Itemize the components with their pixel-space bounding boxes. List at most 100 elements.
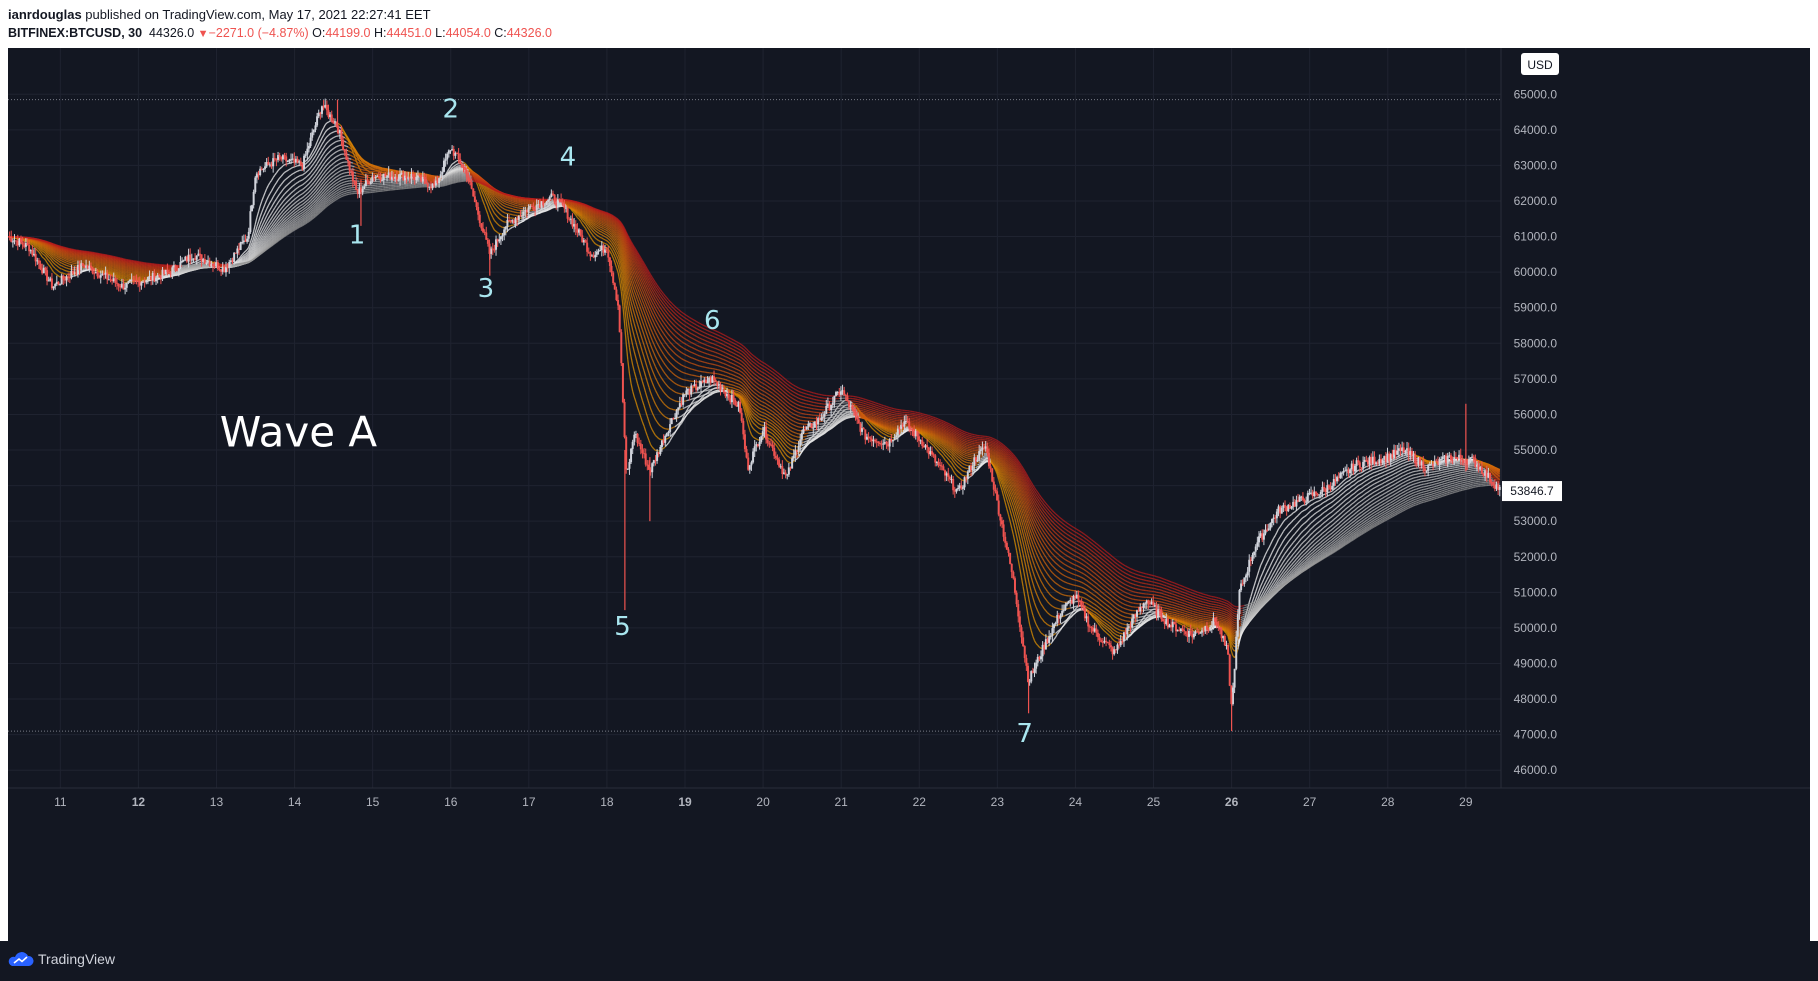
ema-ribbon-line (599, 233, 603, 236)
ema-ribbon-line (623, 292, 627, 307)
author-name[interactable]: ianrdouglas (8, 7, 82, 22)
ema-ribbon-line (998, 475, 1001, 481)
ema-ribbon-line (648, 421, 652, 427)
ema-ribbon-line (318, 134, 321, 139)
ema-ribbon-line (1147, 614, 1151, 618)
ema-ribbon-line (61, 272, 64, 274)
ema-ribbon-line (1396, 459, 1400, 462)
ema-ribbon-line (598, 235, 601, 238)
ema-ribbon-line (663, 427, 666, 430)
ema-ribbon-line (1284, 526, 1288, 530)
ema-ribbon-line (347, 137, 351, 142)
ema-ribbon-line (1256, 570, 1260, 576)
ema-ribbon-line (928, 440, 931, 444)
ema-ribbon-line (1375, 474, 1378, 476)
ema-ribbon-line (650, 444, 653, 448)
symbol-name[interactable]: BITFINEX:BTCUSD, 30 (8, 26, 142, 40)
ema-ribbon-line (275, 179, 279, 184)
price-axis-label: 48000.0 (1514, 692, 1558, 706)
ema-ribbon-line (640, 416, 644, 423)
ema-ribbon-line (63, 265, 66, 268)
ema-ribbon-line (612, 248, 616, 252)
ema-ribbon-line (1302, 516, 1305, 519)
ema-ribbon-line (121, 275, 124, 278)
ema-ribbon-line (1250, 591, 1254, 597)
ema-ribbon-line (1001, 484, 1005, 490)
ema-ribbon-line (503, 208, 507, 211)
ema-ribbon-line (1403, 459, 1406, 461)
ema-ribbon-line (295, 176, 298, 179)
ema-ribbon-line (969, 475, 972, 478)
chart-area[interactable]: 46000.0 47000.0 48000.0 49000.0 50000.0 51000… (8, 48, 1810, 941)
ema-ribbon-line (44, 255, 48, 259)
ema-ribbon-line (246, 252, 250, 256)
ema-ribbon-line (1323, 510, 1327, 513)
ema-ribbon-line (1230, 645, 1234, 650)
ema-ribbon-line (666, 417, 669, 420)
ema-ribbon-line (1300, 510, 1304, 513)
ema-ribbon-line (256, 221, 260, 227)
ema-ribbon-line (461, 161, 464, 164)
ema-ribbon-line (488, 203, 492, 208)
ema-ribbon-line (1405, 461, 1408, 463)
ema-ribbon-line (594, 237, 598, 240)
ema-ribbon-line (1364, 476, 1367, 479)
ema-ribbon-line (241, 254, 245, 258)
ema-ribbon-line (1424, 459, 1427, 462)
ema-ribbon-line (697, 402, 700, 405)
ema-ribbon-line (999, 479, 1003, 485)
ema-ribbon-line (1229, 638, 1232, 646)
ema-ribbon-line (277, 177, 281, 181)
ema-ribbon-line (297, 175, 300, 178)
ema-ribbon-line (586, 231, 590, 235)
ema-ribbon-line (300, 179, 303, 182)
ema-ribbon-line (1007, 514, 1011, 522)
ema-ribbon-line (752, 436, 756, 439)
ema-ribbon-line (1343, 479, 1346, 482)
ema-ribbon-line (328, 120, 331, 123)
ema-ribbon-line (671, 426, 674, 429)
ema-ribbon-line (955, 469, 959, 472)
ema-ribbon-line (580, 217, 583, 221)
ema-ribbon-line (495, 221, 499, 225)
ema-ribbon-line (1333, 490, 1336, 494)
ema-ribbon-line (694, 404, 697, 407)
ema-ribbon-line (508, 225, 511, 227)
ema-ribbon-line (651, 429, 655, 434)
ema-ribbon-line (996, 471, 1000, 476)
ema-ribbon-line (487, 199, 491, 205)
ema-ribbon-line (601, 231, 604, 234)
ema-ribbon-line (1271, 548, 1275, 553)
ema-ribbon-line (576, 217, 580, 220)
ema-ribbon-line (319, 137, 323, 142)
ema-ribbon-line (598, 239, 601, 242)
ema-ribbon-line (1357, 484, 1361, 487)
ema-ribbon-line (1278, 526, 1281, 530)
ema-ribbon-line (1385, 469, 1388, 472)
time-axis-label: 27 (1303, 795, 1317, 809)
price-axis-label: 46000.0 (1514, 763, 1558, 777)
ema-ribbon-line (1024, 576, 1028, 586)
ema-ribbon-line (306, 160, 310, 163)
ema-ribbon-line (110, 272, 113, 275)
ema-ribbon-line (257, 205, 261, 212)
ema-ribbon-line (1064, 621, 1068, 625)
ema-ribbon-line (882, 432, 886, 435)
ema-ribbon-line (646, 435, 650, 441)
price-chart[interactable]: 46000.0 47000.0 48000.0 49000.0 50000.0 51000… (8, 48, 1810, 941)
ema-ribbon-line (1297, 513, 1301, 517)
ema-ribbon-line (617, 272, 621, 281)
ema-ribbon-line (334, 140, 337, 143)
ema-ribbon-line (1035, 624, 1039, 628)
price-axis-label: 62000.0 (1514, 194, 1558, 208)
ema-ribbon-line (1180, 623, 1183, 626)
ema-ribbon-line (1349, 477, 1353, 481)
price-axis-label: 55000.0 (1514, 443, 1558, 457)
ema-ribbon-line (502, 220, 505, 223)
ema-ribbon-line (1331, 491, 1335, 495)
ema-ribbon-line (612, 257, 616, 263)
ema-ribbon-line (503, 216, 507, 219)
ema-ribbon-line (695, 403, 699, 406)
ema-ribbon-line (1395, 465, 1398, 468)
ema-ribbon-line (116, 275, 119, 277)
